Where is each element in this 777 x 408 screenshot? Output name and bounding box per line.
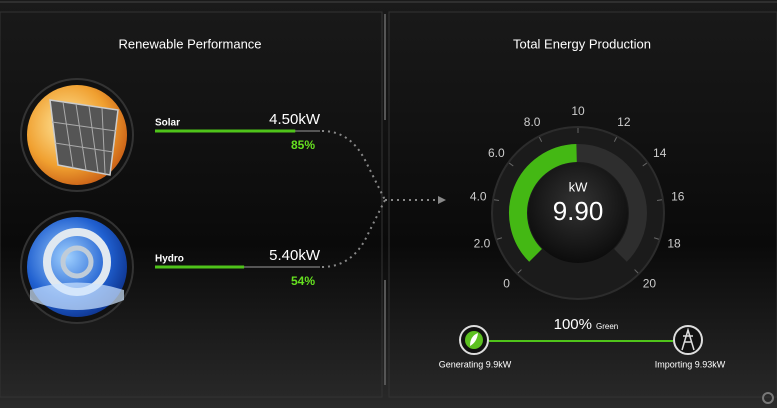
gauge-value: 9.90	[553, 196, 604, 226]
gauge-tick	[653, 237, 659, 240]
source-name: Hydro	[155, 254, 184, 265]
gauge-tick	[517, 269, 522, 274]
gauge-tick-label: 4.0	[470, 189, 487, 203]
gauge-tick	[497, 237, 503, 240]
hydro-icon	[20, 210, 134, 324]
gauge-tick-label: 6.0	[488, 146, 505, 160]
green-label: Green	[596, 322, 618, 331]
connector-arrow	[438, 196, 446, 204]
gauge-tick	[538, 137, 543, 142]
solar-icon	[20, 78, 134, 192]
gauge-tick-label: 8.0	[524, 115, 541, 129]
generating-label: Generating 9.9kW	[439, 359, 512, 369]
gauge-tick-label: 12	[617, 115, 631, 129]
generating-icon	[459, 325, 489, 355]
gauge-tick	[613, 137, 618, 142]
gauge-tick-label: 10	[571, 104, 585, 118]
gauge-unit: kW	[569, 179, 589, 194]
gauge-value-arc	[509, 144, 578, 262]
gauge-tick	[642, 162, 648, 167]
source-percent: 85%	[291, 138, 315, 152]
gauge-tick	[656, 199, 663, 201]
importing-icon	[673, 325, 703, 355]
gauge-tick-label: 14	[653, 146, 667, 160]
source-percent: 54%	[291, 274, 315, 288]
gauge-tick-label: 18	[667, 236, 681, 250]
connector	[321, 130, 440, 268]
panel-title: Renewable Performance	[118, 36, 261, 51]
source-name: Solar	[155, 118, 180, 129]
source-power: 5.40kW	[269, 247, 321, 264]
green-percent: 100%	[554, 316, 592, 333]
gauge-tick-label: 20	[643, 277, 657, 291]
source-power: 4.50kW	[269, 111, 321, 128]
gauge-tick	[493, 199, 500, 201]
left-panel	[0, 11, 383, 398]
gauge-tick-label: 2.0	[474, 236, 491, 250]
settings-button[interactable]	[762, 392, 774, 404]
importing-label: Importing 9.93kW	[655, 359, 726, 369]
gauge-tick-label: 0	[503, 277, 510, 291]
gauge-face	[528, 163, 628, 263]
panel-title: Total Energy Production	[513, 36, 651, 51]
right-panel	[388, 11, 777, 398]
gauge-tick	[634, 269, 639, 274]
gauge-tick	[508, 162, 514, 167]
gauge-tick-label: 16	[671, 189, 685, 203]
